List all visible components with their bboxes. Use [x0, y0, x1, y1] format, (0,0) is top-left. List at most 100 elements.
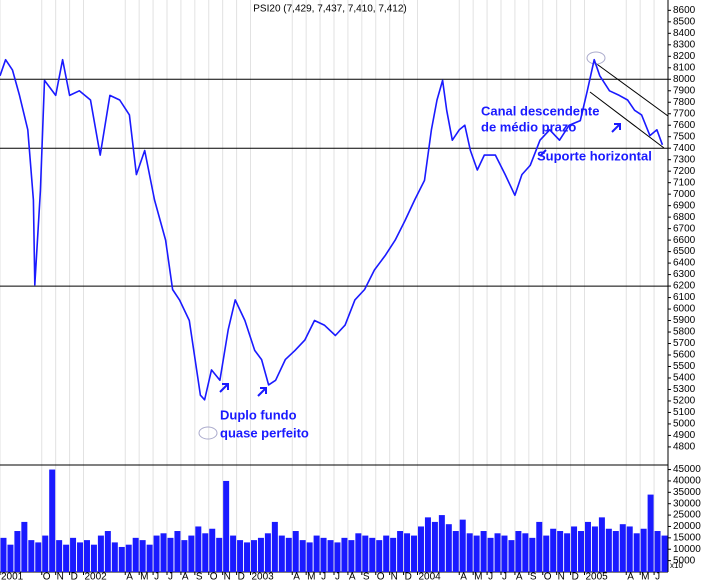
x-tick-label: O: [210, 572, 218, 582]
x-tick-label: D: [572, 572, 579, 582]
x-tick-label: A: [349, 572, 356, 582]
volume-bar: [181, 540, 188, 572]
volume-tick-label: 45000: [673, 464, 701, 475]
volume-bar: [167, 537, 174, 572]
volume-bar: [647, 494, 654, 572]
volume-bar: [626, 526, 633, 572]
volume-bar: [160, 533, 167, 572]
volume-bar: [7, 544, 14, 572]
volume-bar: [473, 535, 480, 572]
volume-bar: [557, 531, 564, 572]
y-tick-label: 7800: [673, 97, 696, 108]
annotation: Canal descendente: [481, 103, 600, 118]
volume-bar: [605, 528, 612, 572]
volume-bar: [543, 535, 550, 572]
volume-bar: [188, 535, 195, 572]
volume-bar: [584, 521, 591, 572]
y-tick-label: 7700: [673, 108, 696, 119]
y-tick-label: 7100: [673, 177, 696, 188]
y-tick-label: 7400: [673, 143, 696, 154]
y-tick-label: 8200: [673, 51, 696, 62]
volume-bar: [230, 535, 237, 572]
volume-bar: [202, 533, 209, 572]
volume-bar: [438, 515, 445, 572]
x-tick-label: M: [474, 572, 482, 582]
volume-bar: [578, 531, 585, 572]
volume-bar: [494, 533, 501, 572]
volume-bar: [536, 521, 543, 572]
volume-bar: [404, 533, 411, 572]
y-tick-label: 7200: [673, 166, 696, 177]
volume-bar: [313, 535, 320, 572]
volume-bar: [466, 533, 473, 572]
y-tick-label: 6800: [673, 212, 696, 223]
volume-bar: [487, 537, 494, 572]
y-tick-label: 8300: [673, 39, 696, 50]
channel-line: [593, 61, 669, 117]
volume-bar: [118, 546, 125, 572]
volume-unit-label: x10: [670, 561, 683, 570]
volume-bar: [341, 537, 348, 572]
x-tick-label: A: [126, 572, 133, 582]
y-tick-label: 5600: [673, 350, 696, 361]
volume-bar: [320, 537, 327, 572]
y-tick-label: 6200: [673, 281, 696, 292]
volume-bar: [369, 537, 376, 572]
volume-bar: [515, 531, 522, 572]
y-tick-label: 4900: [673, 430, 696, 441]
volume-bar: [619, 524, 626, 572]
y-tick-label: 6000: [673, 304, 696, 315]
x-tick-label: N: [558, 572, 565, 582]
volume-bar: [216, 537, 223, 572]
arrow: [257, 387, 267, 397]
volume-bar: [501, 535, 508, 572]
volume-bar: [271, 521, 278, 572]
y-tick-label: 4800: [673, 442, 696, 453]
x-tick-label: J: [502, 572, 507, 582]
price-line: [0, 58, 664, 401]
y-tick-label: 8500: [673, 16, 696, 27]
x-tick-label: O: [377, 572, 385, 582]
volume-bar: [174, 531, 181, 572]
volume-bar: [35, 542, 42, 572]
volume-bar: [28, 540, 35, 572]
volume-bar: [348, 540, 355, 572]
volume-bar: [612, 531, 619, 572]
y-tick-label: 7300: [673, 154, 696, 165]
x-tick-label: D: [238, 572, 245, 582]
volume-bar: [459, 519, 466, 572]
volume-bar: [452, 531, 459, 572]
y-tick-label: 6700: [673, 223, 696, 234]
x-tick-label: D: [71, 572, 78, 582]
x-tick-label: N: [224, 572, 231, 582]
chart-title: PSI20 (7,429, 7,437, 7,410, 7,412): [253, 4, 406, 15]
volume-bar: [390, 537, 397, 572]
y-tick-label: 5800: [673, 327, 696, 338]
volume-bar: [550, 528, 557, 572]
x-tick-label: J: [655, 572, 660, 582]
volume-bar: [83, 540, 90, 572]
y-tick-label: 5500: [673, 361, 696, 372]
y-tick-label: 5000: [673, 419, 696, 430]
volume-bar: [139, 540, 146, 572]
x-tick-label: J: [488, 572, 493, 582]
y-tick-label: 5100: [673, 407, 696, 418]
volume-bar: [111, 542, 118, 572]
x-tick-label: M: [307, 572, 315, 582]
arrow: [539, 149, 547, 157]
volume-bar: [209, 528, 216, 572]
y-tick-label: 8000: [673, 74, 696, 85]
volume-tick-label: 40000: [673, 476, 701, 487]
x-tick-label: J: [154, 572, 159, 582]
volume-bar: [132, 537, 139, 572]
x-tick-label: A: [182, 572, 189, 582]
volume-tick-label: 15000: [673, 532, 701, 543]
volume-bar: [306, 542, 313, 572]
annotation: de médio prazo: [481, 119, 576, 134]
y-tick-label: 8400: [673, 28, 696, 39]
volume-bar: [591, 526, 598, 572]
volume-bar: [237, 540, 244, 572]
y-tick-label: 8600: [673, 5, 696, 16]
volume-bar: [0, 537, 7, 572]
